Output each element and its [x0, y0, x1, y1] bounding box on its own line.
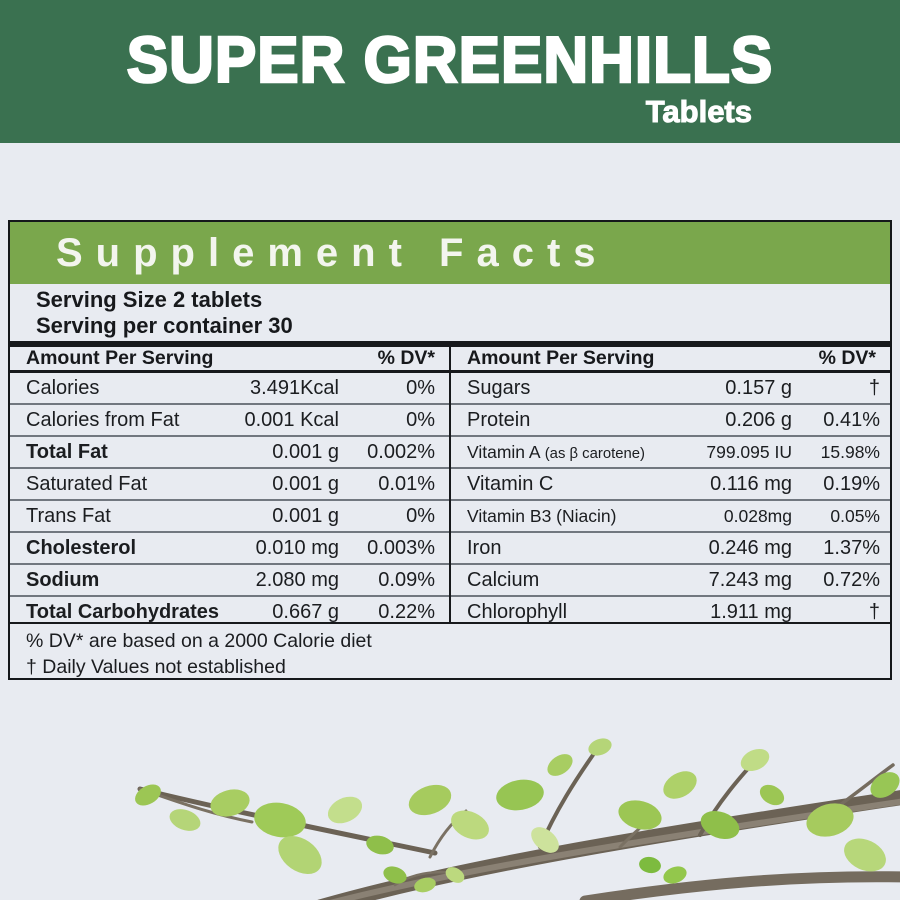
- product-title: SUPER GREENHILLS: [126, 24, 774, 97]
- nutrient-name: Vitamin A (as β carotene): [467, 441, 645, 462]
- nutrient-dv: 0.002%: [367, 440, 435, 463]
- nutrient-name: Trans Fat: [26, 504, 111, 527]
- footnote-dv: % DV* are based on a 2000 Calorie diet: [26, 630, 372, 652]
- nutrient-amount: 0.157 g: [725, 376, 792, 399]
- table-row: Sodium 2.080 mg 0.09%: [10, 563, 449, 595]
- table-row: Vitamin A (as β carotene) 799.095 IU 15.98…: [451, 435, 890, 467]
- table-row: Calories 3.491Kcal 0%: [10, 373, 449, 403]
- nutrient-dv: 0.003%: [367, 536, 435, 559]
- table-row: Iron 0.246 mg 1.37%: [451, 531, 890, 563]
- supplement-facts-title: Supplement Facts: [56, 230, 609, 275]
- supplement-facts-header: Supplement Facts: [10, 222, 890, 284]
- nutrient-name: Protein: [467, 408, 531, 431]
- serving-size: Serving Size 2 tablets: [36, 287, 263, 312]
- nutrient-rows: Calories 3.491Kcal 0% Calories from Fat 0.00…: [10, 373, 449, 627]
- nutrient-amount: 0.667 g: [272, 600, 339, 623]
- nutrient-name: Calcium: [467, 568, 540, 591]
- nutrition-column-right: Amount Per Serving % DV* Sugars 0.157 g † P…: [451, 347, 890, 623]
- table-row: Vitamin C 0.116 mg 0.19%: [451, 467, 890, 499]
- nutrient-name: Total Fat: [26, 440, 108, 463]
- product-subtitle: Tablets: [645, 94, 752, 130]
- nutrient-name: Cholesterol: [26, 536, 137, 559]
- nutrient-name: Vitamin B3 (Niacin): [467, 505, 617, 526]
- table-row: Protein 0.206 g 0.41%: [451, 403, 890, 435]
- nutrient-dv: 0%: [406, 504, 435, 527]
- nutrient-dv: 0.05%: [830, 505, 880, 526]
- nutrient-amount: 799.095 IU: [706, 441, 792, 462]
- divider-bar: [10, 341, 890, 347]
- nutrient-name-note: (as β carotene): [540, 445, 645, 462]
- nutrient-dv: 0%: [406, 376, 435, 399]
- nutrient-dv: 1.37%: [823, 536, 880, 559]
- nutrient-amount: 0.028mg: [723, 505, 792, 526]
- nutrient-name: Vitamin C: [467, 472, 554, 495]
- table-row: Saturated Fat 0.001 g 0.01%: [10, 467, 449, 499]
- nutrient-name: Chlorophyll: [467, 600, 568, 623]
- nutrient-amount: 0.001 g: [272, 440, 339, 463]
- nutrient-dv: 0.19%: [823, 472, 880, 495]
- nutrient-amount: 2.080 mg: [255, 568, 339, 591]
- nutrient-amount: 1.911 mg: [710, 600, 792, 623]
- nutrition-columns: Amount Per Serving % DV* Calories 3.491Kc…: [10, 347, 890, 623]
- nutrient-name: Sugars: [467, 376, 531, 399]
- product-banner: SUPER GREENHILLS Tablets: [0, 0, 900, 143]
- table-row: Calories from Fat 0.001 Kcal 0%: [10, 403, 449, 435]
- column-header: Amount Per Serving % DV*: [451, 347, 890, 373]
- percent-dv-label: % DV*: [818, 347, 876, 369]
- table-row: Cholesterol 0.010 mg 0.003%: [10, 531, 449, 563]
- nutrient-name: Iron: [467, 536, 502, 559]
- table-row: Sugars 0.157 g †: [451, 373, 890, 403]
- nutrient-dv: 0.22%: [378, 600, 435, 623]
- table-row: Total Carbohydrates 0.667 g 0.22%: [10, 595, 449, 627]
- nutrient-rows: Sugars 0.157 g † Protein 0.206 g 0.41% Vitamin…: [451, 373, 890, 627]
- table-row: Trans Fat 0.001 g 0%: [10, 499, 449, 531]
- nutrient-dv: 0%: [406, 408, 435, 431]
- serving-info: Serving Size 2 tablets Serving per conta…: [10, 284, 890, 341]
- table-row: Chlorophyll 1.911 mg †: [451, 595, 890, 627]
- nutrient-dv: †: [868, 376, 880, 399]
- nutrient-dv: 0.72%: [823, 568, 880, 591]
- footnotes: % DV* are based on a 2000 Calorie diet †…: [10, 622, 890, 680]
- nutrient-name: Calories: [26, 376, 100, 399]
- nutrient-dv: †: [868, 600, 880, 623]
- nutrient-amount: 0.010 mg: [255, 536, 339, 559]
- nutrient-name: Sodium: [26, 568, 100, 591]
- footnote-daily-values: † Daily Values not established: [26, 656, 286, 678]
- percent-dv-label: % DV*: [377, 347, 435, 369]
- nutrient-amount: 7.243 mg: [708, 568, 792, 591]
- nutrient-name: Calories from Fat: [26, 408, 180, 431]
- nutrition-column-left: Amount Per Serving % DV* Calories 3.491Kc…: [10, 347, 451, 623]
- nutrient-dv: 0.09%: [378, 568, 435, 591]
- branch-leaves-decoration: [135, 738, 900, 900]
- nutrient-amount: 0.206 g: [725, 408, 792, 431]
- servings-per-container: Serving per container 30: [36, 313, 293, 338]
- column-header: Amount Per Serving % DV*: [10, 347, 449, 373]
- nutrient-dv: 15.98%: [820, 441, 880, 462]
- nutrient-amount: 0.001 Kcal: [244, 408, 339, 431]
- nutrient-amount: 0.001 g: [272, 472, 339, 495]
- supplement-facts-panel: Supplement Facts Serving Size 2 tablets …: [8, 220, 892, 680]
- nutrient-amount: 0.246 mg: [708, 536, 792, 559]
- table-row: Vitamin B3 (Niacin) 0.028mg 0.05%: [451, 499, 890, 531]
- nutrient-dv: 0.01%: [378, 472, 435, 495]
- nutrient-amount: 3.491Kcal: [250, 376, 339, 399]
- nutrient-name: Total Carbohydrates: [26, 600, 219, 623]
- table-row: Total Fat 0.001 g 0.002%: [10, 435, 449, 467]
- nutrient-amount: 0.001 g: [272, 504, 339, 527]
- table-row: Calcium 7.243 mg 0.72%: [451, 563, 890, 595]
- amount-per-serving-label: Amount Per Serving: [26, 347, 214, 369]
- nutrient-name: Saturated Fat: [26, 472, 148, 495]
- nutrient-dv: 0.41%: [823, 408, 880, 431]
- amount-per-serving-label: Amount Per Serving: [467, 347, 655, 369]
- nutrient-amount: 0.116 mg: [710, 472, 792, 495]
